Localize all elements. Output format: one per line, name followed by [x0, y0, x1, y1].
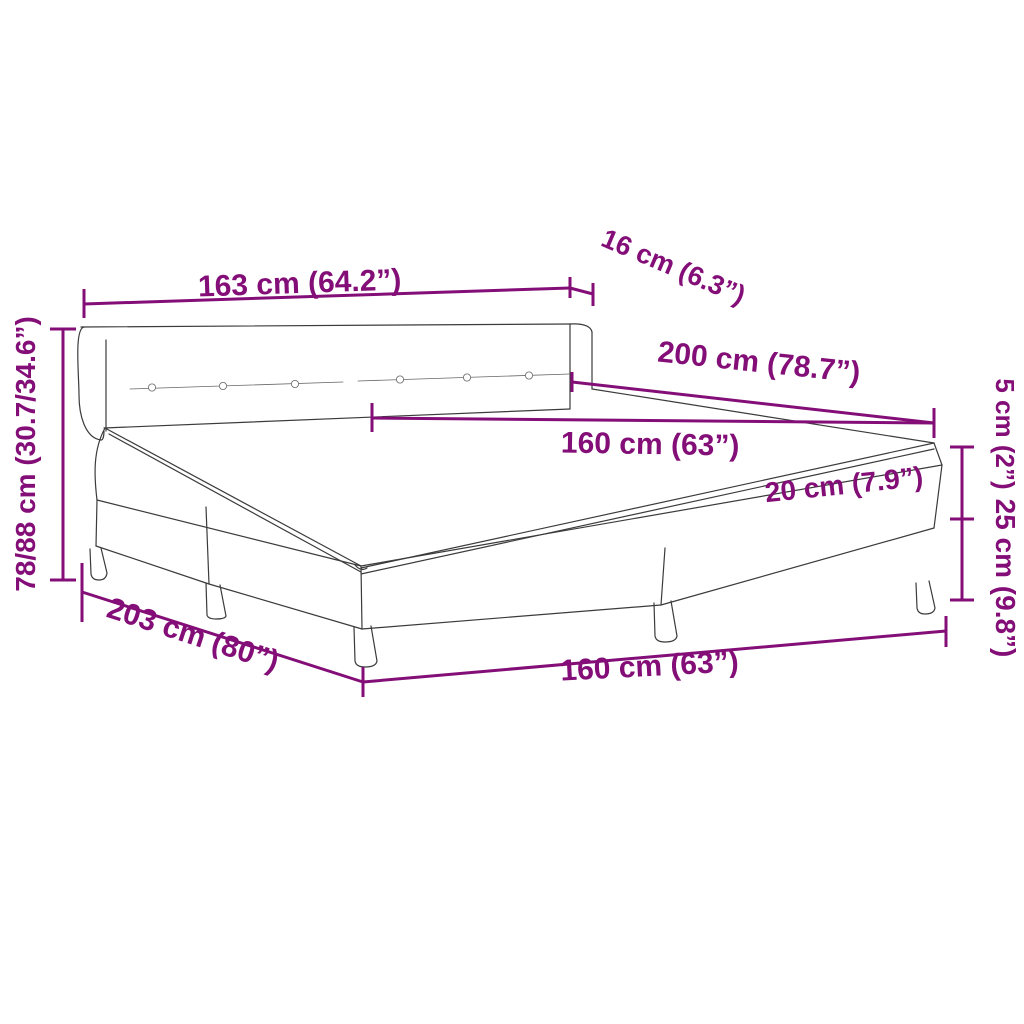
- svg-text:25 cm (9.8”): 25 cm (9.8”): [990, 499, 1021, 658]
- svg-text:160 cm (63”): 160 cm (63”): [561, 426, 740, 462]
- svg-text:5 cm (2”): 5 cm (2”): [990, 378, 1020, 489]
- svg-text:78/88 cm (30.7/34.6”): 78/88 cm (30.7/34.6”): [10, 316, 41, 592]
